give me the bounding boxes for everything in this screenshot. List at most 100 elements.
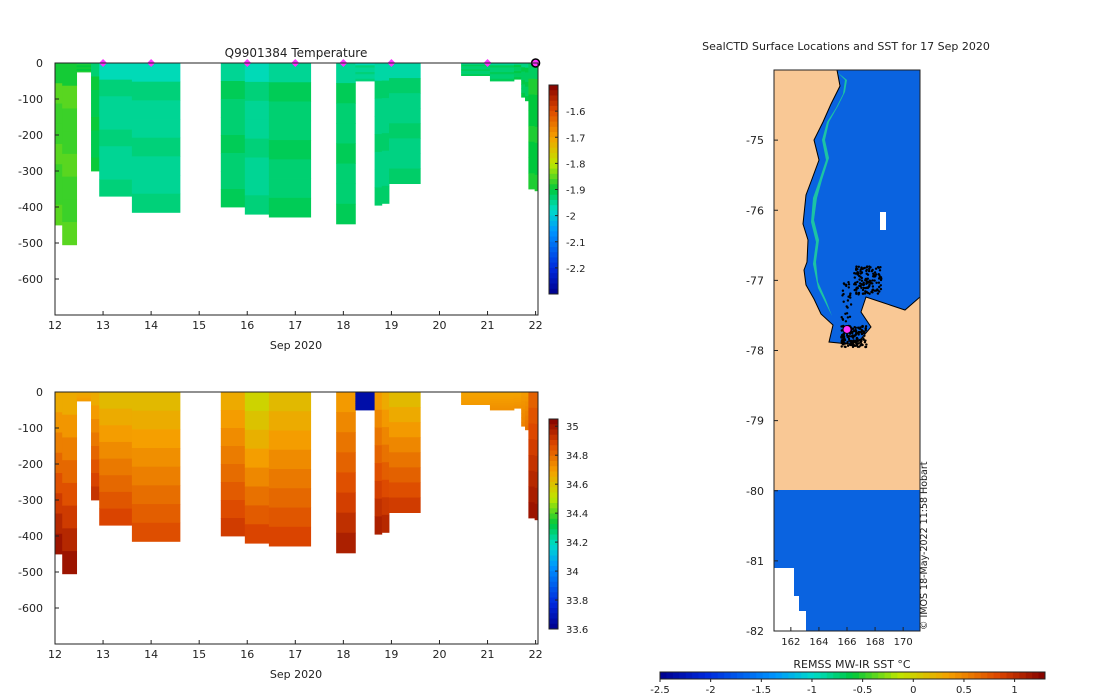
profile-cell: [489, 392, 515, 395]
y-tick-label: -76: [746, 204, 764, 217]
profile-cell: [268, 392, 312, 412]
x-tick-label: 14: [144, 648, 158, 661]
profile-cell: [534, 423, 538, 441]
y-tick-label: -79: [746, 415, 764, 428]
colorbar-swatch: [916, 672, 924, 679]
profile-cell: [381, 427, 390, 446]
profile-cell: [461, 72, 491, 75]
y-tick-label: -82: [746, 625, 764, 638]
seal-location: [861, 267, 864, 271]
profile-cell: [521, 396, 526, 401]
colorbar-swatch: [549, 111, 558, 117]
profile-cell: [76, 64, 92, 66]
colorbar-swatch: [549, 550, 558, 556]
profile-cell: [220, 482, 246, 501]
seal-location: [866, 280, 870, 284]
colorbar-swatch: [762, 672, 770, 679]
profile-cell: [489, 398, 515, 402]
colorbar-swatch: [549, 576, 558, 583]
colorbar-tick-label: 34.4: [566, 509, 588, 520]
profile-cell: [525, 81, 529, 88]
colorbar-swatch: [775, 672, 783, 679]
profile-cell: [513, 67, 522, 70]
seal-location: [870, 290, 873, 294]
profile-cell: [268, 488, 312, 508]
colorbar-swatch: [549, 534, 558, 541]
profile-cell: [62, 482, 78, 507]
profile-cell: [374, 98, 383, 117]
colorbar-swatch: [1025, 672, 1033, 679]
salinity-panel: 12 13 14 15 16 17 18 19 20 21 22 0 -100 -200 -300 -400 -…: [18, 386, 588, 681]
colorbar-swatch: [549, 524, 558, 530]
profile-cell: [336, 532, 356, 554]
profile-cell: [489, 405, 515, 409]
seal-location: [849, 303, 853, 306]
profile-cell: [55, 184, 63, 206]
profile-cell: [461, 67, 491, 70]
colorbar-swatch: [549, 100, 558, 107]
profile-cell: [461, 401, 491, 404]
profile-cell: [374, 427, 383, 446]
seal-location: [871, 285, 875, 288]
x-tick-label: 18: [336, 648, 350, 661]
colorbar-swatch: [549, 508, 558, 514]
colorbar-swatch: [549, 246, 558, 253]
profile-cell: [62, 460, 78, 484]
x-tick-label: 20: [432, 319, 446, 332]
colorbar-swatch: [724, 672, 732, 679]
profile-cell: [99, 425, 133, 443]
profile-cell: [55, 513, 63, 535]
profile-cell: [528, 157, 536, 174]
map-axes: 162 164 166 168 170 -75 -76 -77 -78 -79 -80 -81 -82: [746, 134, 913, 648]
seal-location: [878, 269, 882, 272]
seal-location: [848, 343, 852, 346]
x-tick-label: 15: [192, 319, 206, 332]
colorbar-swatch: [549, 278, 558, 285]
map-colorbar-label: REMSS MW-IR SST °C: [793, 658, 911, 671]
profile-cell: [355, 67, 375, 71]
profile-cell: [381, 444, 390, 463]
seal-location: [869, 282, 872, 285]
map-ocean-lower: [774, 490, 920, 631]
profile-cell: [62, 222, 78, 246]
profile-cell: [131, 392, 181, 412]
profile-cell: [220, 117, 246, 136]
colorbar-swatch: [549, 163, 558, 170]
seal-location: [860, 279, 864, 282]
profile-cell: [525, 396, 529, 402]
x-tick-label: 170: [894, 637, 913, 648]
profile-cell: [389, 452, 421, 468]
temperature-panel: Q9901384 Temperature 12 13 14 15 16 17 18 19 20 2…: [18, 46, 585, 352]
seal-location: [877, 273, 880, 276]
colorbar-swatch: [749, 672, 757, 679]
colorbar-swatch: [910, 672, 918, 679]
profile-cell: [525, 401, 529, 407]
y-tick-label: -100: [18, 93, 43, 106]
colorbar-swatch: [549, 482, 558, 488]
colorbar-swatch: [549, 571, 558, 577]
seal-location: [843, 345, 846, 348]
profile-cell: [534, 392, 538, 409]
y-tick-label: -400: [18, 530, 43, 543]
colorbar-tick-label: -2.2: [566, 264, 586, 275]
colorbar-swatch: [549, 461, 558, 467]
colorbar-swatch: [549, 241, 558, 248]
seal-location: [849, 340, 852, 343]
seal-location: [846, 316, 850, 319]
seal-location: [855, 287, 858, 290]
colorbar-swatch: [891, 672, 898, 679]
seal-location: [841, 318, 845, 321]
colorbar-swatch: [549, 476, 558, 483]
colorbar-swatch: [549, 602, 558, 609]
colorbar-tick-label: 34.8: [566, 451, 588, 462]
profile-cell: [374, 409, 383, 428]
profile-cell: [534, 471, 538, 489]
seal-location: [862, 281, 865, 284]
seal-location: [855, 291, 858, 294]
colorbar-swatch: [935, 672, 943, 679]
profile-cell: [389, 407, 421, 423]
x-tick-label: 13: [96, 648, 110, 661]
seal-location: [852, 336, 855, 339]
seal-location: [871, 279, 874, 282]
profile-cell: [534, 487, 538, 505]
